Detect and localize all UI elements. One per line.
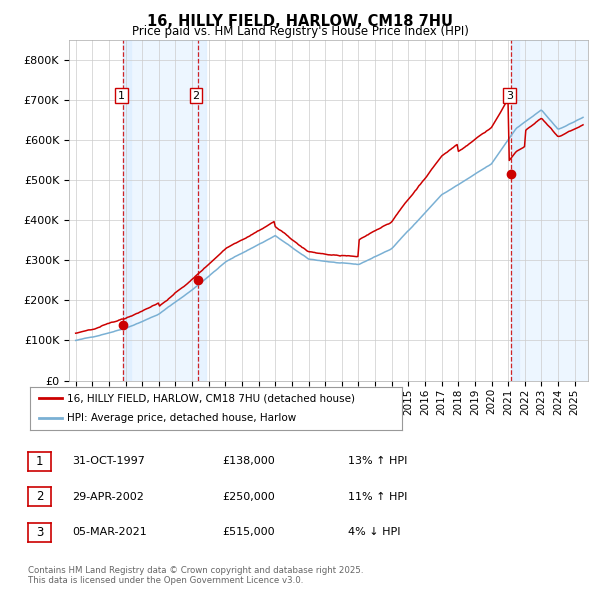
- Text: 13% ↑ HPI: 13% ↑ HPI: [348, 457, 407, 466]
- Text: £515,000: £515,000: [222, 527, 275, 537]
- Text: 4% ↓ HPI: 4% ↓ HPI: [348, 527, 401, 537]
- Text: Contains HM Land Registry data © Crown copyright and database right 2025.
This d: Contains HM Land Registry data © Crown c…: [28, 566, 364, 585]
- Text: 2: 2: [36, 490, 43, 503]
- Text: 1: 1: [36, 455, 43, 468]
- Text: HPI: Average price, detached house, Harlow: HPI: Average price, detached house, Harl…: [67, 414, 296, 424]
- Text: 29-APR-2002: 29-APR-2002: [72, 492, 144, 502]
- Bar: [511, 40, 588, 381]
- Text: 11% ↑ HPI: 11% ↑ HPI: [348, 492, 407, 502]
- Text: 05-MAR-2021: 05-MAR-2021: [72, 527, 147, 537]
- Text: 3: 3: [506, 91, 513, 101]
- Text: 3: 3: [36, 526, 43, 539]
- Bar: [511, 40, 519, 381]
- Text: £138,000: £138,000: [222, 457, 275, 466]
- Text: £250,000: £250,000: [222, 492, 275, 502]
- Bar: [123, 40, 197, 381]
- Text: 31-OCT-1997: 31-OCT-1997: [72, 457, 145, 466]
- Bar: [197, 40, 206, 381]
- Text: 16, HILLY FIELD, HARLOW, CM18 7HU: 16, HILLY FIELD, HARLOW, CM18 7HU: [147, 14, 453, 28]
- Text: 1: 1: [118, 91, 125, 101]
- Text: Price paid vs. HM Land Registry's House Price Index (HPI): Price paid vs. HM Land Registry's House …: [131, 25, 469, 38]
- Text: 16, HILLY FIELD, HARLOW, CM18 7HU (detached house): 16, HILLY FIELD, HARLOW, CM18 7HU (detac…: [67, 393, 355, 403]
- Bar: [123, 40, 131, 381]
- Text: 2: 2: [193, 91, 200, 101]
